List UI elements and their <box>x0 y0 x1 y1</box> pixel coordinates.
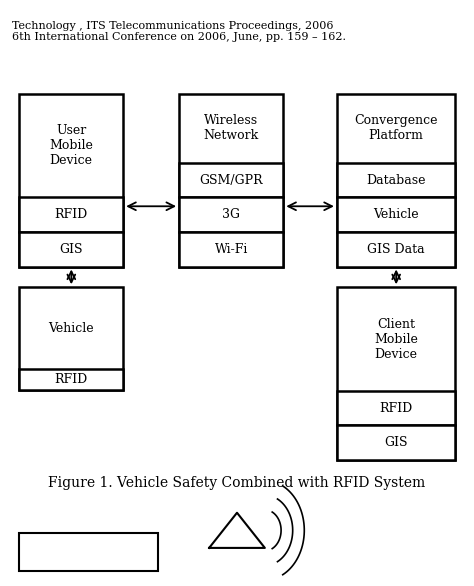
Text: 3G: 3G <box>222 208 240 222</box>
Bar <box>337 425 455 460</box>
Text: RFID: RFID <box>55 373 88 386</box>
Bar <box>19 232 123 267</box>
Text: GIS: GIS <box>59 243 83 256</box>
Text: User
Mobile
Device: User Mobile Device <box>49 124 93 167</box>
Bar <box>179 163 283 197</box>
Text: Client
Mobile
Device: Client Mobile Device <box>374 318 418 360</box>
Bar <box>19 197 123 232</box>
Bar <box>19 287 123 390</box>
Bar <box>19 533 158 571</box>
Bar <box>179 94 283 267</box>
Text: Vehicle: Vehicle <box>373 208 419 222</box>
Text: Convergence
Platform: Convergence Platform <box>354 114 438 142</box>
Text: RFID: RFID <box>379 401 412 415</box>
Text: Wireless
Network: Wireless Network <box>203 114 259 142</box>
Text: Database: Database <box>366 173 426 187</box>
Text: Wi-Fi: Wi-Fi <box>215 243 248 256</box>
Bar <box>19 369 123 390</box>
Bar <box>179 197 283 232</box>
Bar <box>337 232 455 267</box>
Text: GIS: GIS <box>384 436 408 449</box>
Text: Figure 1. Vehicle Safety Combined with RFID System: Figure 1. Vehicle Safety Combined with R… <box>48 476 426 490</box>
Text: Technology , ITS Telecommunications Proceedings, 2006
6th International Conferen: Technology , ITS Telecommunications Proc… <box>12 21 346 42</box>
Bar <box>337 197 455 232</box>
Text: RFID: RFID <box>55 208 88 222</box>
Text: GIS Data: GIS Data <box>367 243 425 256</box>
Bar <box>337 163 455 197</box>
Bar <box>337 391 455 425</box>
Text: GSM/GPR: GSM/GPR <box>200 173 263 187</box>
Bar <box>19 94 123 267</box>
Bar <box>337 287 455 460</box>
Text: Vehicle: Vehicle <box>48 322 94 335</box>
Bar <box>337 94 455 267</box>
Bar <box>179 232 283 267</box>
